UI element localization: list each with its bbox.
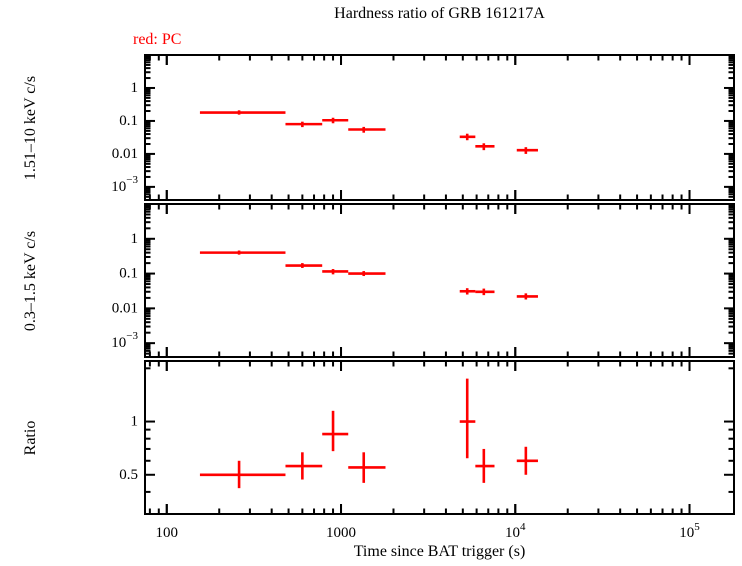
y-tick-label: 10−3 <box>111 174 138 195</box>
y-tick-label: 1 <box>131 80 139 96</box>
x-tick-label: 100 <box>156 525 179 541</box>
y-tick-label: 0.1 <box>119 266 138 282</box>
tick-labels: 10−3 0.01 0.1 1 10−3 0.01 0.1 1 0.5 1 100 1000 104 10… <box>111 80 700 541</box>
data-point <box>348 126 386 133</box>
data-point <box>285 263 323 268</box>
data-point <box>199 250 286 255</box>
y-tick-label: 1 <box>131 231 139 247</box>
panel-border <box>144 360 735 515</box>
mode-legend: red: PC <box>133 31 182 48</box>
x-tick-label: 105 <box>679 521 700 541</box>
panel-borders <box>144 54 735 515</box>
data-point <box>199 460 286 489</box>
x-tick-label: 1000 <box>326 525 356 541</box>
y-tick-label: 10−3 <box>111 330 138 351</box>
data-point <box>285 121 323 128</box>
y-tick-label: 0.01 <box>112 300 138 316</box>
data-point <box>516 446 538 475</box>
data-point <box>475 143 495 151</box>
data-point <box>516 147 538 154</box>
data-point <box>348 271 386 277</box>
data-point <box>459 288 476 295</box>
y-tick-label: 0.5 <box>119 467 138 483</box>
data-point <box>475 448 495 483</box>
data-point <box>459 133 476 141</box>
data-point <box>475 288 495 296</box>
x-axis-label: Time since BAT trigger (s) <box>353 543 526 560</box>
x-tick-label: 104 <box>505 521 526 541</box>
y-tick-label: 0.1 <box>119 113 138 129</box>
panel-border <box>144 54 735 201</box>
y-tick-label: 1 <box>131 414 139 430</box>
data-point <box>516 293 538 300</box>
data-series <box>199 110 538 489</box>
data-point <box>459 378 476 459</box>
chart-title: Hardness ratio of GRB 161217A <box>334 5 545 22</box>
data-point <box>285 452 323 480</box>
data-point <box>322 117 349 124</box>
y-tick-label: 0.01 <box>112 146 138 162</box>
data-point <box>322 410 349 452</box>
data-point <box>199 110 286 115</box>
data-point <box>348 452 386 483</box>
data-point <box>322 269 349 275</box>
panel-border <box>144 203 735 358</box>
axis-ticks <box>146 55 733 513</box>
